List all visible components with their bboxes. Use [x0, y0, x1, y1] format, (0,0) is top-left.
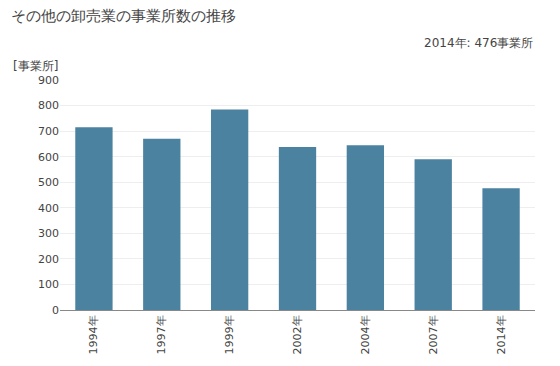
svg-text:700: 700: [38, 125, 59, 138]
svg-text:2014年: 2014年: [495, 315, 508, 354]
svg-text:2004年: 2004年: [359, 315, 372, 354]
svg-text:200: 200: [38, 253, 59, 266]
svg-text:800: 800: [38, 99, 59, 112]
svg-text:2007年: 2007年: [427, 315, 440, 354]
svg-text:[事業所]: [事業所]: [13, 59, 58, 73]
svg-text:600: 600: [38, 151, 59, 164]
svg-text:その他の卸売業の事業所数の推移: その他の卸売業の事業所数の推移: [11, 7, 236, 25]
svg-text:2002年: 2002年: [291, 315, 304, 354]
svg-text:300: 300: [38, 227, 59, 240]
svg-text:100: 100: [38, 278, 59, 291]
svg-text:0: 0: [52, 304, 59, 317]
svg-text:900: 900: [38, 74, 59, 87]
svg-text:500: 500: [38, 176, 59, 189]
svg-text:2014年: 476事業所: 2014年: 476事業所: [424, 36, 533, 50]
svg-text:1999年: 1999年: [223, 315, 236, 354]
svg-text:400: 400: [38, 202, 59, 215]
svg-text:1994年: 1994年: [88, 315, 101, 354]
svg-text:1997年: 1997年: [155, 315, 168, 354]
